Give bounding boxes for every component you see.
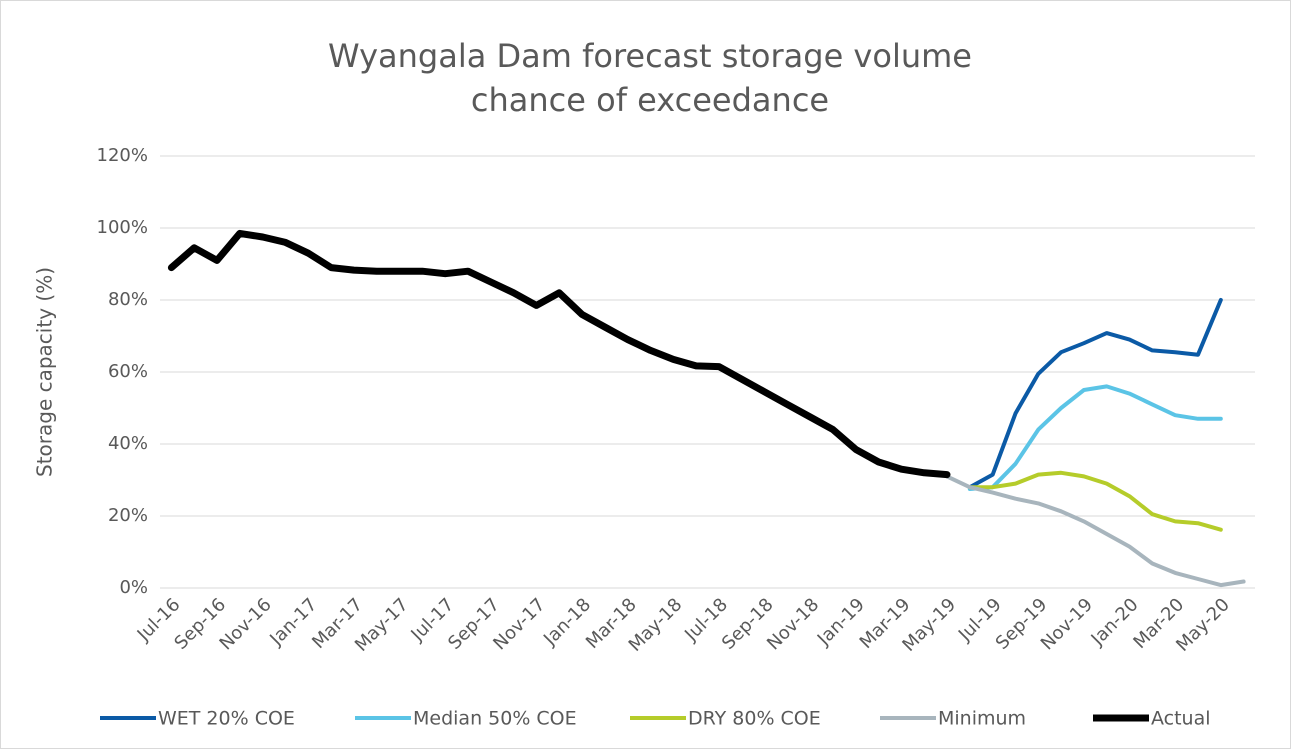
series-line	[945, 474, 1246, 588]
y-tick-label: 80%	[108, 289, 148, 310]
y-tick-label: 120%	[97, 145, 148, 166]
legend-label: Median 50% COE	[413, 708, 577, 730]
legend-label: Actual	[1151, 708, 1211, 730]
y-tick-label: 40%	[108, 433, 148, 454]
legend-label: WET 20% COE	[158, 708, 295, 730]
y-axis-label: Storage capacity (%)	[33, 267, 57, 477]
series-line	[967, 384, 1223, 491]
y-tick-label: 100%	[97, 217, 148, 238]
chart-title: chance of exceedance	[471, 81, 829, 119]
chart-title: Wyangala Dam forecast storage volume	[328, 37, 972, 75]
y-tick-label: 20%	[108, 505, 148, 526]
legend-label: DRY 80% COE	[688, 708, 821, 730]
series-line	[967, 470, 1223, 532]
legend-label: Minimum	[938, 708, 1026, 730]
series-line	[167, 229, 951, 479]
y-tick-label: 60%	[108, 361, 148, 382]
y-tick-label: 0%	[119, 577, 148, 598]
series-line	[967, 298, 1223, 490]
